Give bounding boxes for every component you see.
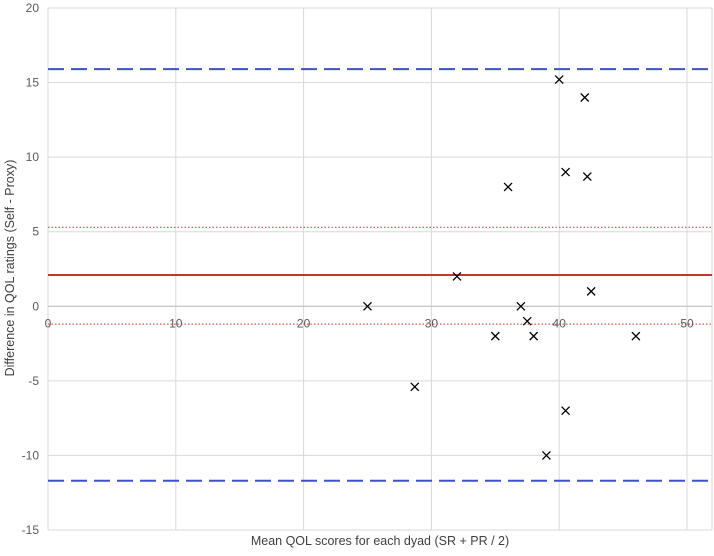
data-point: [561, 167, 571, 177]
data-point: [586, 286, 596, 296]
y-tick-label: 0: [32, 299, 39, 313]
data-point: [541, 450, 551, 460]
x-tick-label: 20: [297, 316, 311, 330]
y-tick-label: 10: [26, 150, 40, 164]
reference-lines: [48, 68, 712, 482]
data-point: [490, 331, 500, 341]
y-tick-label: -15: [22, 523, 40, 537]
y-tick-label: -10: [22, 448, 40, 462]
data-point: [410, 382, 420, 392]
x-tick-label: 0: [45, 316, 52, 330]
y-axis-title: Difference in QOL ratings (Self - Proxy): [3, 160, 17, 377]
data-point: [529, 331, 539, 341]
y-tick-label: -5: [28, 374, 39, 388]
data-point: [503, 182, 513, 192]
data-point: [580, 93, 590, 102]
data-point: [561, 406, 571, 416]
gridlines: [47, 7, 713, 531]
data-points: [363, 75, 641, 460]
data-point: [516, 301, 526, 311]
data-point: [363, 301, 372, 311]
data-point: [631, 331, 641, 341]
data-point: [554, 75, 564, 85]
y-tick-label: 5: [32, 225, 39, 239]
y-tick-label: 15: [26, 76, 40, 90]
x-axis-title: Mean QOL scores for each dyad (SR + PR /…: [251, 534, 509, 548]
x-tick-labels: 0 10 20 30 40 50: [45, 316, 694, 330]
data-point: [582, 172, 592, 181]
x-tick-label: 50: [680, 316, 694, 330]
y-tick-label: 20: [26, 1, 40, 15]
x-tick-label: 40: [553, 316, 567, 330]
x-tick-label: 10: [169, 316, 183, 330]
x-tick-label: 30: [425, 316, 439, 330]
data-point: [452, 271, 462, 281]
y-tick-labels: -15 -10 -5 0 5 10 15 20: [22, 1, 40, 537]
data-point: [522, 316, 532, 326]
